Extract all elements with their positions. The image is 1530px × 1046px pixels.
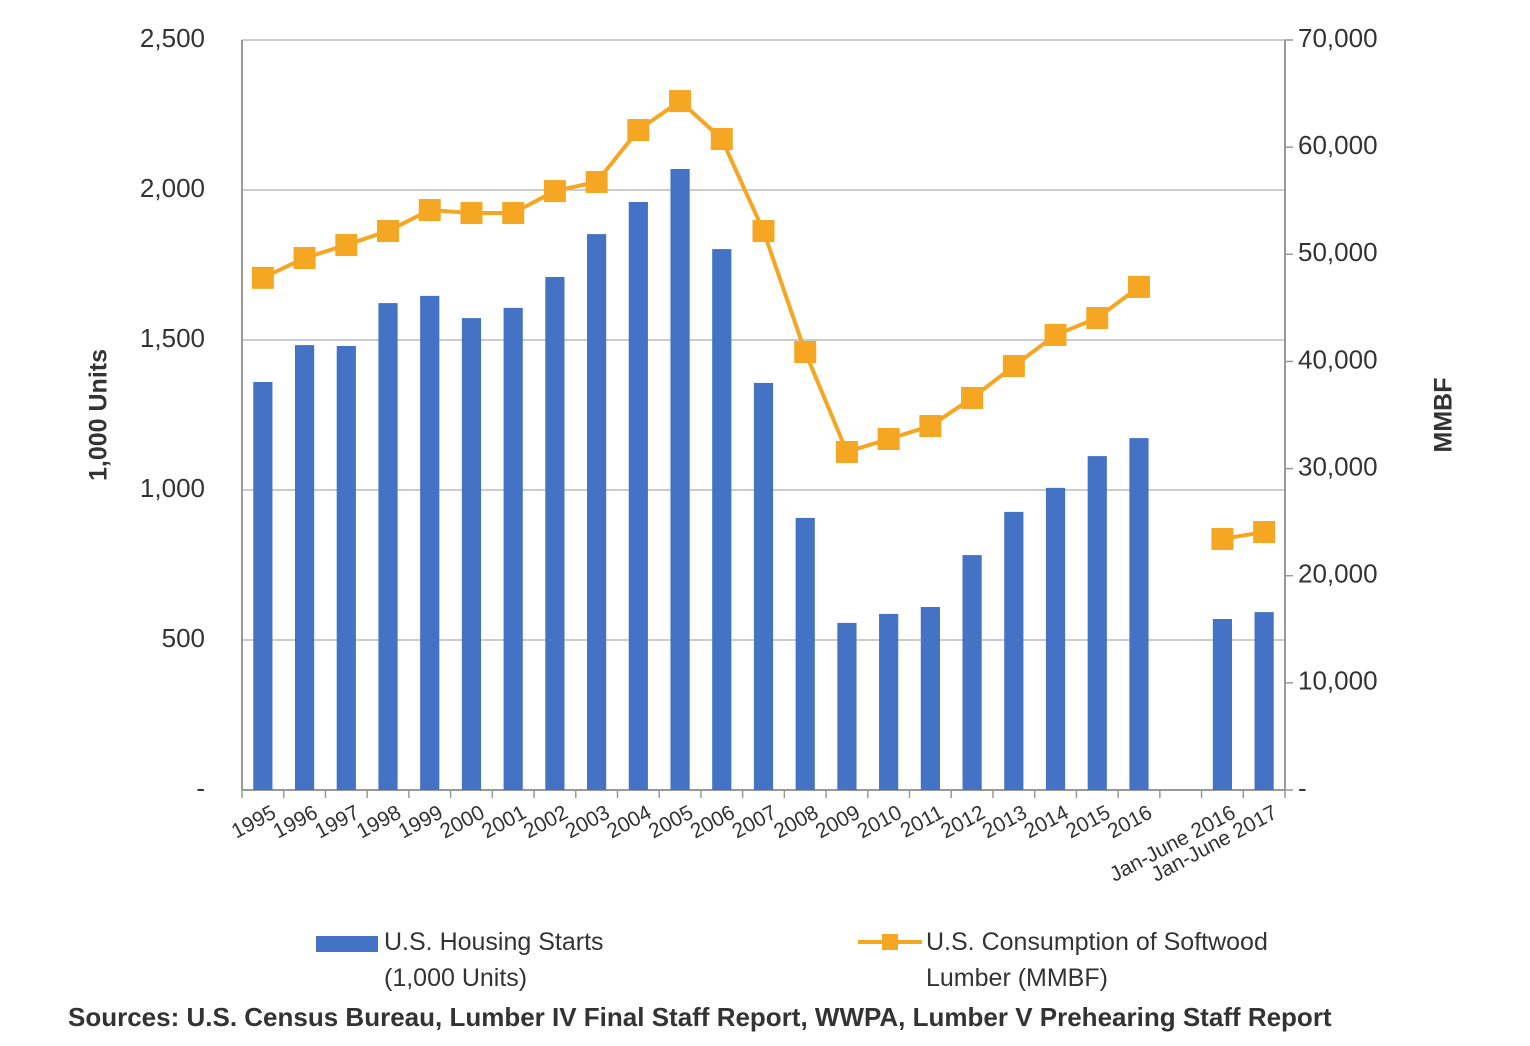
line-marker xyxy=(710,128,733,150)
legend-label: U.S. Consumption of Softwood Lumber (MMB… xyxy=(926,928,1268,992)
bar xyxy=(336,346,356,790)
legend-swatch xyxy=(316,936,378,952)
bar xyxy=(1212,619,1233,790)
line-marker xyxy=(418,199,441,222)
bar xyxy=(628,202,648,790)
line-marker xyxy=(377,220,400,243)
bar xyxy=(587,234,607,791)
bar xyxy=(1254,612,1274,790)
y2-tick-label: - xyxy=(1298,773,1307,803)
source-note: Sources: U.S. Census Bureau, Lumber IV F… xyxy=(68,1002,1332,1032)
bar xyxy=(670,169,690,790)
line-marker xyxy=(293,247,316,270)
line-marker xyxy=(1044,323,1067,346)
line-marker xyxy=(877,428,900,450)
bar xyxy=(795,517,815,790)
bar xyxy=(1045,487,1066,790)
bar xyxy=(1129,438,1149,790)
bar xyxy=(1087,456,1107,790)
bar xyxy=(378,303,398,790)
bar xyxy=(294,345,315,790)
bar xyxy=(920,607,940,790)
line-marker xyxy=(752,220,775,243)
bar xyxy=(461,318,482,790)
line-marker xyxy=(919,415,942,438)
y2-tick-label: 70,000 xyxy=(1298,23,1378,53)
line-marker xyxy=(1127,275,1150,298)
x-tick-label: 2016 xyxy=(1104,801,1156,843)
y2-tick-label: 40,000 xyxy=(1298,344,1378,374)
y2-axis-title: MMBF xyxy=(1430,378,1458,453)
chart: 1,000 Units MMBF - 500 1,000 1,500 2,000 2,50… xyxy=(85,23,1458,887)
line-marker xyxy=(460,202,483,225)
bar xyxy=(712,249,732,791)
line-marker xyxy=(794,341,817,363)
bar xyxy=(545,277,565,790)
y-tick-label: - xyxy=(196,773,205,803)
line-marker xyxy=(585,170,608,193)
y2-tick-label: 30,000 xyxy=(1298,451,1378,481)
y2-tick-label: 60,000 xyxy=(1298,130,1378,160)
y-tick-label: 500 xyxy=(162,623,205,653)
y-tick-label: 2,000 xyxy=(140,173,205,203)
bar xyxy=(420,295,440,790)
bar xyxy=(753,382,774,790)
y-axis-title: 1,000 Units xyxy=(85,349,113,481)
line-marker xyxy=(335,233,358,256)
line-marker xyxy=(669,90,692,113)
line-marker xyxy=(251,266,274,289)
line-marker xyxy=(627,119,650,141)
legend-label: U.S. Housing Starts (1,000 Units) xyxy=(384,928,604,992)
bar xyxy=(879,613,899,790)
bar xyxy=(962,555,982,790)
y-tick-label: 1,500 xyxy=(140,323,205,353)
bar xyxy=(503,307,523,790)
line-marker xyxy=(961,386,984,409)
y-tick-label: 2,500 xyxy=(140,23,205,53)
y2-tick-label: 10,000 xyxy=(1298,666,1378,696)
line-marker xyxy=(835,440,858,463)
line-marker xyxy=(502,202,525,225)
bar xyxy=(253,382,273,790)
line-marker xyxy=(1002,355,1025,378)
y2-tick-label: 20,000 xyxy=(1298,559,1378,589)
legend-swatch xyxy=(858,934,922,950)
line-marker xyxy=(1086,307,1109,330)
y-tick-label: 1,000 xyxy=(140,473,205,503)
bar xyxy=(837,622,857,790)
line-marker xyxy=(1211,527,1234,550)
line-marker xyxy=(543,180,566,203)
bar xyxy=(1004,511,1024,790)
y2-tick-label: 50,000 xyxy=(1298,237,1378,267)
line-marker xyxy=(1253,521,1276,543)
